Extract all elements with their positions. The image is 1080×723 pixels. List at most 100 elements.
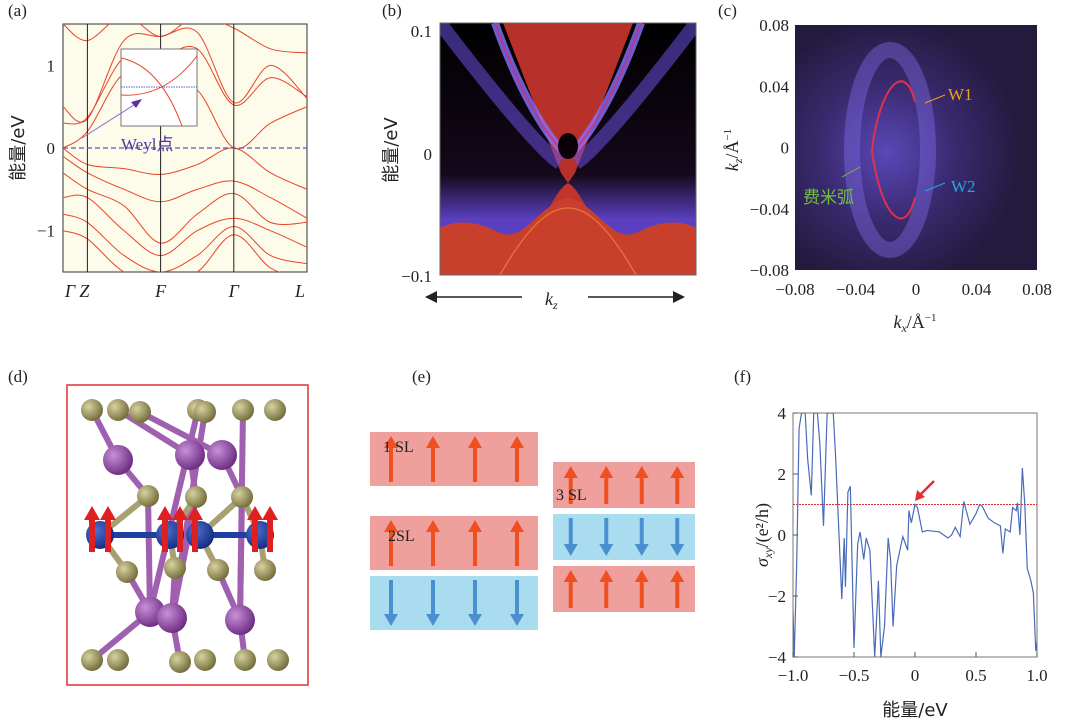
atom-tan — [116, 561, 138, 583]
y-tick-a: 0 — [47, 139, 56, 158]
fermi-arc-label: 费米弧 — [803, 188, 854, 208]
arrow-up-icon — [426, 520, 440, 566]
spin-arrow-icon — [172, 506, 188, 552]
arrow-up-icon — [384, 520, 398, 566]
atom-purple — [225, 605, 255, 635]
atom-purple — [207, 440, 237, 470]
spin-up-layer — [370, 432, 538, 486]
atom-tan — [267, 649, 289, 671]
x-tick-f: 0.5 — [965, 666, 986, 685]
x-tick-f: −0.5 — [839, 666, 870, 685]
band-line — [63, 172, 307, 244]
y-tick-f: 0 — [778, 526, 787, 545]
atom-tan — [137, 485, 159, 507]
arrow-down-icon — [384, 580, 398, 626]
x-tick-f: 1.0 — [1026, 666, 1047, 685]
y-tick-f: 2 — [778, 465, 787, 484]
y-tick-f: −2 — [768, 587, 786, 606]
x-tick-c: −0.08 — [775, 280, 814, 299]
x-tick-c: 0 — [912, 280, 921, 299]
weyl-point-label: Weyl点 — [121, 135, 173, 154]
y-axis-label-b: 能量/eV — [381, 117, 402, 183]
spin-down-layer — [553, 514, 695, 560]
x-axis-label-b: kz — [545, 289, 558, 312]
band-line — [63, 194, 307, 256]
layer-label-2sl: 2SL — [388, 528, 415, 545]
y-tick-b-0: 0.1 — [411, 22, 432, 41]
w2-label: W2 — [951, 177, 976, 196]
layer-label-1sl: 1 SL — [383, 439, 414, 456]
panel-label-f: (f) — [734, 367, 751, 386]
y-tick-c: −0.04 — [750, 200, 790, 219]
panel-b: (b) 0.1 0 −0.1 能量/eV kz — [381, 1, 697, 312]
arrow-up-icon — [599, 570, 614, 608]
arrow-down-icon — [510, 580, 524, 626]
arrow-up-icon — [426, 436, 440, 482]
atom-tan — [232, 399, 254, 421]
atom-tan — [129, 401, 151, 423]
atom-tan — [264, 399, 286, 421]
arrow-up-icon — [563, 570, 578, 608]
inset — [120, 48, 198, 127]
spin-up-layer — [553, 566, 695, 612]
y-tick-a: 1 — [47, 56, 56, 75]
x-tick-c: 0.08 — [1022, 280, 1052, 299]
atom-tan — [81, 649, 103, 671]
band-line — [63, 147, 307, 190]
x-tick-a: Γ — [64, 281, 76, 301]
y-axis-label-f: σxy/(e²/h) — [752, 503, 775, 567]
bond — [138, 409, 224, 458]
y-tick-c: 0 — [781, 139, 790, 158]
y-tick-f: −4 — [768, 648, 787, 667]
w1-label: W1 — [948, 85, 973, 104]
arrow-up-icon — [510, 436, 524, 482]
panel-f: (f) −1.0 −0.5 0 0.5 1.0 4 2 0 −2 −4 σxy/(e²/h) 能量… — [734, 367, 1048, 721]
arrow-up-icon — [634, 466, 649, 504]
arrow-up-icon — [634, 570, 649, 608]
spin-arrow-icon — [84, 506, 100, 552]
bond — [237, 496, 245, 621]
atom-purple — [157, 603, 187, 633]
x-tick-c: −0.04 — [836, 280, 876, 299]
arrow-up-icon — [510, 520, 524, 566]
arrow-down-icon — [426, 580, 440, 626]
spin-up-layer — [553, 462, 695, 508]
atom-tan — [185, 486, 207, 508]
x-tick-a: Z — [79, 281, 90, 301]
heatmap-b — [440, 23, 696, 275]
spin-arrow-icon — [247, 506, 263, 552]
arrow-down-icon — [670, 518, 685, 556]
panel-d: (d) — [8, 367, 309, 686]
x-axis-label-f: 能量/eV — [882, 700, 948, 721]
panel-label-c: (c) — [718, 1, 737, 20]
sigma-xy-line — [793, 413, 1037, 657]
arrow-up-icon — [670, 466, 685, 504]
weyl-arrowhead-icon — [131, 99, 142, 108]
panel-e: (e) 1 SL 2SL 3 SL — [370, 367, 695, 630]
y-axis-label-c: kz/Å−1 — [722, 129, 745, 171]
atom-tan — [107, 399, 129, 421]
atom-tan — [81, 399, 103, 421]
atom-blue — [186, 521, 214, 549]
arrow-down-icon — [634, 518, 649, 556]
y-tick-b-2: −0.1 — [401, 267, 432, 286]
weyl-arrow — [81, 102, 138, 139]
atom-tan — [234, 649, 256, 671]
fermi-arc — [870, 80, 916, 220]
band-lines — [63, 24, 307, 272]
y-tick-c: −0.08 — [750, 261, 789, 280]
heatmap-c — [795, 25, 1037, 270]
y-tick-f: 4 — [778, 404, 787, 423]
arrow-down-icon — [468, 580, 482, 626]
plot-area-f — [792, 412, 1038, 658]
band-line — [63, 213, 307, 272]
highlight-arrowhead-icon — [915, 490, 925, 501]
panel-a: (a) Weyl点 能量/eV 10−1Γ Z F Γ L — [8, 1, 308, 301]
arrow-down-icon — [599, 518, 614, 556]
spin-up-layer — [370, 516, 538, 570]
panel-label-d: (d) — [8, 367, 28, 386]
arrow-up-icon — [468, 520, 482, 566]
y-tick-c: 0.08 — [759, 16, 789, 35]
y-tick-c: 0.04 — [759, 77, 789, 96]
crystal-structure — [81, 399, 289, 673]
